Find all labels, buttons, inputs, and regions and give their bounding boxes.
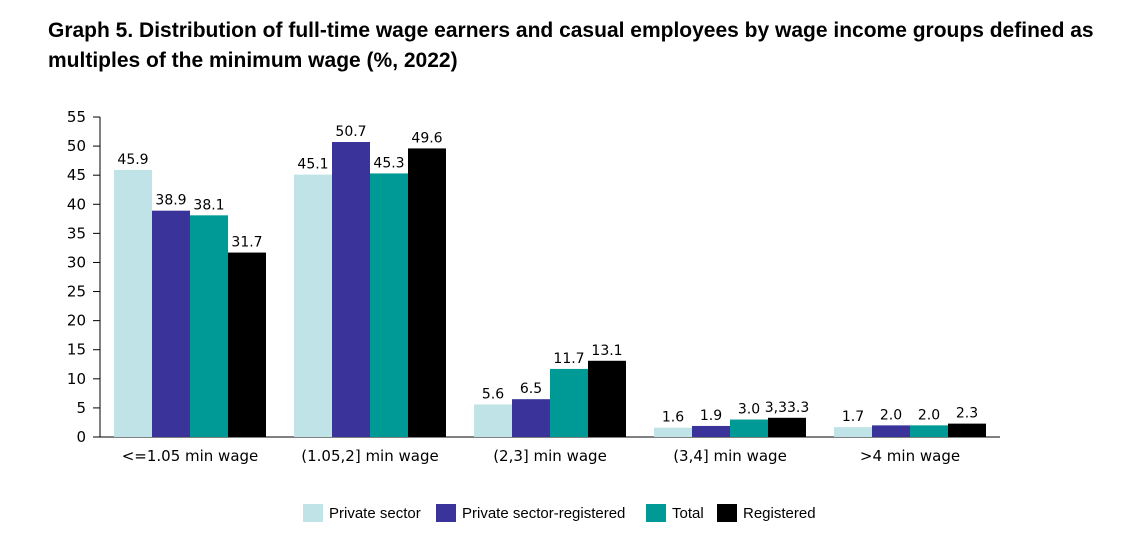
bar — [834, 427, 872, 437]
chart-title: Graph 5. Distribution of full-time wage … — [48, 19, 1094, 72]
legend-swatch — [646, 504, 666, 522]
data-label: 13.1 — [591, 343, 622, 359]
bar — [768, 417, 806, 437]
bar — [692, 425, 730, 437]
y-tick-label: 15 — [67, 341, 86, 359]
y-tick-label: 45 — [67, 166, 86, 184]
data-label: 2.0 — [918, 407, 940, 423]
data-label: 3,33.3 — [765, 400, 810, 416]
data-label: 50.7 — [335, 124, 366, 140]
legend-swatch — [303, 504, 323, 522]
bar — [152, 210, 190, 437]
data-label: 1.9 — [700, 408, 722, 424]
legend-label: Registered — [743, 505, 816, 522]
y-tick-label: 25 — [67, 283, 86, 301]
bar — [654, 427, 692, 437]
legend-label: Private sector — [329, 505, 421, 522]
bar — [730, 419, 768, 437]
x-category-label: (3,4] min wage — [673, 447, 787, 465]
bar — [294, 174, 332, 437]
legend-label: Total — [672, 505, 704, 522]
x-category-label: (1.05,2] min wage — [301, 447, 438, 465]
data-label: 1.7 — [842, 409, 864, 425]
y-tick-label: 55 — [67, 108, 86, 126]
bar — [910, 425, 948, 437]
x-category-label: (2,3] min wage — [493, 447, 607, 465]
legend-swatch — [436, 504, 456, 522]
data-label: 45.9 — [117, 152, 148, 168]
bar — [408, 148, 446, 437]
y-tick-label: 50 — [67, 137, 86, 155]
bar — [512, 399, 550, 437]
data-label: 31.7 — [231, 235, 262, 251]
y-tick-label: 35 — [67, 224, 86, 242]
bar — [332, 142, 370, 437]
bar — [228, 252, 266, 437]
data-label: 2.3 — [956, 406, 978, 422]
bar — [370, 173, 408, 437]
data-label: 11.7 — [553, 351, 584, 367]
legend-label: Private sector-registered — [462, 505, 625, 522]
bar — [474, 404, 512, 437]
x-category-label: >4 min wage — [860, 447, 960, 465]
y-tick-label: 20 — [67, 312, 86, 330]
data-label: 38.9 — [155, 193, 186, 209]
data-label: 5.6 — [482, 386, 504, 402]
y-tick-label: 40 — [67, 195, 86, 213]
y-tick-label: 10 — [67, 370, 86, 388]
data-label: 1.6 — [662, 410, 684, 426]
data-label: 6.5 — [520, 381, 542, 397]
legend-swatch — [717, 504, 737, 522]
bar — [114, 169, 152, 438]
y-tick-label: 30 — [67, 253, 86, 271]
bar — [948, 423, 986, 437]
data-label: 38.1 — [193, 197, 224, 213]
data-label: 3.0 — [738, 402, 760, 418]
data-label: 2.0 — [880, 407, 902, 423]
data-label: 49.6 — [411, 130, 442, 146]
y-tick-label: 5 — [76, 399, 86, 417]
y-tick-label: 0 — [76, 428, 86, 446]
bar — [550, 368, 588, 437]
bar — [588, 360, 626, 437]
bar — [190, 215, 228, 437]
data-label: 45.3 — [373, 155, 404, 171]
x-category-label: <=1.05 min wage — [122, 447, 259, 465]
data-label: 45.1 — [297, 157, 328, 173]
bar — [872, 425, 910, 437]
